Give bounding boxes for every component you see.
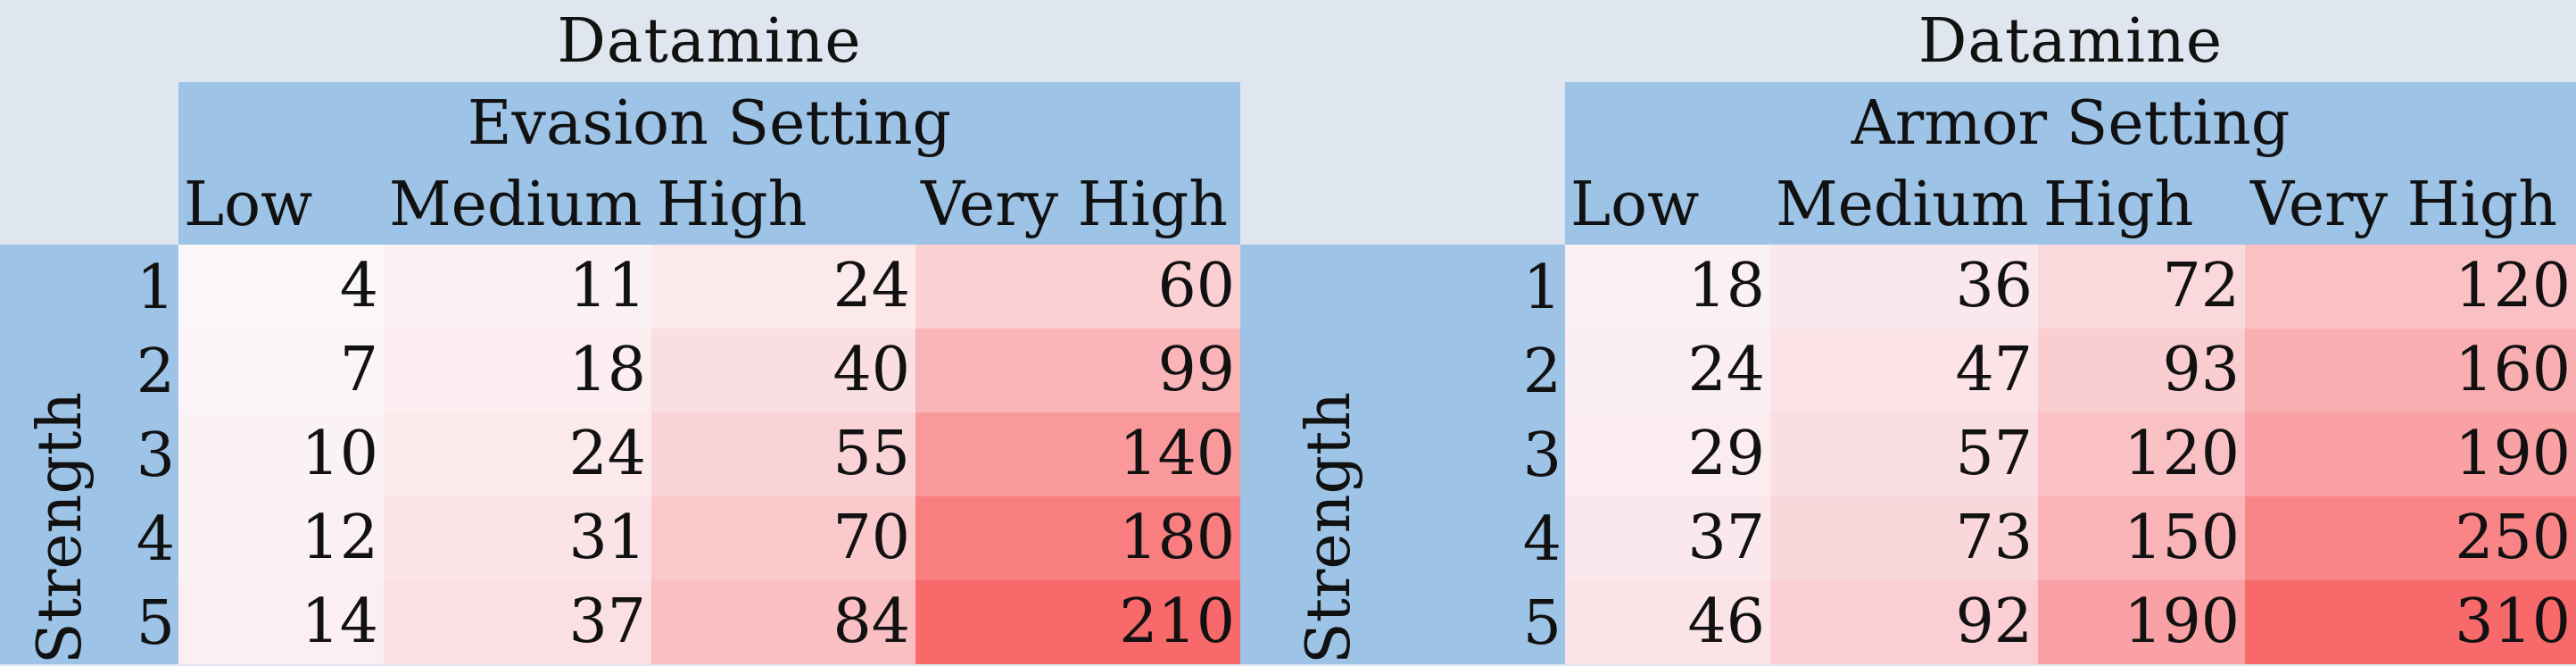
row-number: 4	[136, 504, 175, 575]
cell-low: 12	[178, 496, 384, 580]
row-number: 3	[1522, 420, 1561, 491]
cell-very-high: 120	[2245, 245, 2576, 329]
cell-low: 46	[1565, 580, 1770, 664]
strength-axis-label: Strength	[25, 391, 95, 664]
cell-high: 84	[651, 580, 915, 664]
col-header-low: Low	[178, 164, 384, 245]
cell-very-high: 190	[2245, 412, 2576, 496]
cell-high: 190	[2038, 580, 2245, 664]
cell-low: 4	[178, 245, 384, 329]
cell-medium: 11	[384, 245, 651, 329]
armor-table: Datamine Armor Setting Low Medium High V…	[1240, 0, 2576, 664]
cell-medium: 36	[1770, 245, 2038, 329]
cell-medium: 73	[1770, 496, 2038, 580]
row-number: 5	[136, 588, 175, 659]
row-number: 2	[1522, 337, 1561, 407]
setting-header: Armor Setting	[1565, 82, 2576, 164]
col-header-medium: Medium	[384, 164, 651, 245]
strength-axis-label: Strength	[1294, 391, 1364, 664]
row-number: 5	[1522, 588, 1561, 659]
cell-medium: 18	[384, 329, 651, 412]
cell-very-high: 140	[915, 412, 1240, 496]
cell-high: 40	[651, 329, 915, 412]
evasion-table: Datamine Evasion Setting Low Medium High…	[0, 0, 1240, 664]
cell-very-high: 180	[915, 496, 1240, 580]
table-title: Datamine	[1918, 5, 2224, 77]
cell-high: 120	[2038, 412, 2245, 496]
col-header-very-high: Very High	[915, 164, 1240, 245]
cell-very-high: 210	[915, 580, 1240, 664]
cell-very-high: 60	[915, 245, 1240, 329]
cell-high: 24	[651, 245, 915, 329]
row-number: 2	[136, 337, 175, 407]
row-label-column	[1240, 245, 1565, 664]
cell-low: 7	[178, 329, 384, 412]
row-number: 4	[1522, 504, 1561, 575]
cell-high: 93	[2038, 329, 2245, 412]
cell-medium: 47	[1770, 329, 2038, 412]
row-number: 1	[136, 253, 175, 323]
cell-low: 10	[178, 412, 384, 496]
col-header-high: High	[651, 164, 915, 245]
cell-high: 150	[2038, 496, 2245, 580]
cell-very-high: 160	[2245, 329, 2576, 412]
cell-high: 70	[651, 496, 915, 580]
cell-very-high: 310	[2245, 580, 2576, 664]
cell-low: 18	[1565, 245, 1770, 329]
row-number: 1	[1522, 253, 1561, 323]
cell-medium: 31	[384, 496, 651, 580]
cell-high: 72	[2038, 245, 2245, 329]
col-header-medium: Medium	[1770, 164, 2038, 245]
col-header-high: High	[2038, 164, 2245, 245]
row-label-column	[0, 245, 178, 664]
cell-medium: 24	[384, 412, 651, 496]
row-number: 3	[136, 420, 175, 491]
col-header-low: Low	[1565, 164, 1770, 245]
col-header-very-high: Very High	[2245, 164, 2576, 245]
setting-header: Evasion Setting	[178, 82, 1240, 164]
cell-very-high: 99	[915, 329, 1240, 412]
cell-low: 29	[1565, 412, 1770, 496]
cell-low: 37	[1565, 496, 1770, 580]
cell-medium: 37	[384, 580, 651, 664]
cell-medium: 92	[1770, 580, 2038, 664]
cell-low: 14	[178, 580, 384, 664]
cell-medium: 57	[1770, 412, 2038, 496]
cell-high: 55	[651, 412, 915, 496]
cell-very-high: 250	[2245, 496, 2576, 580]
table-title: Datamine	[557, 5, 862, 77]
cell-low: 24	[1565, 329, 1770, 412]
